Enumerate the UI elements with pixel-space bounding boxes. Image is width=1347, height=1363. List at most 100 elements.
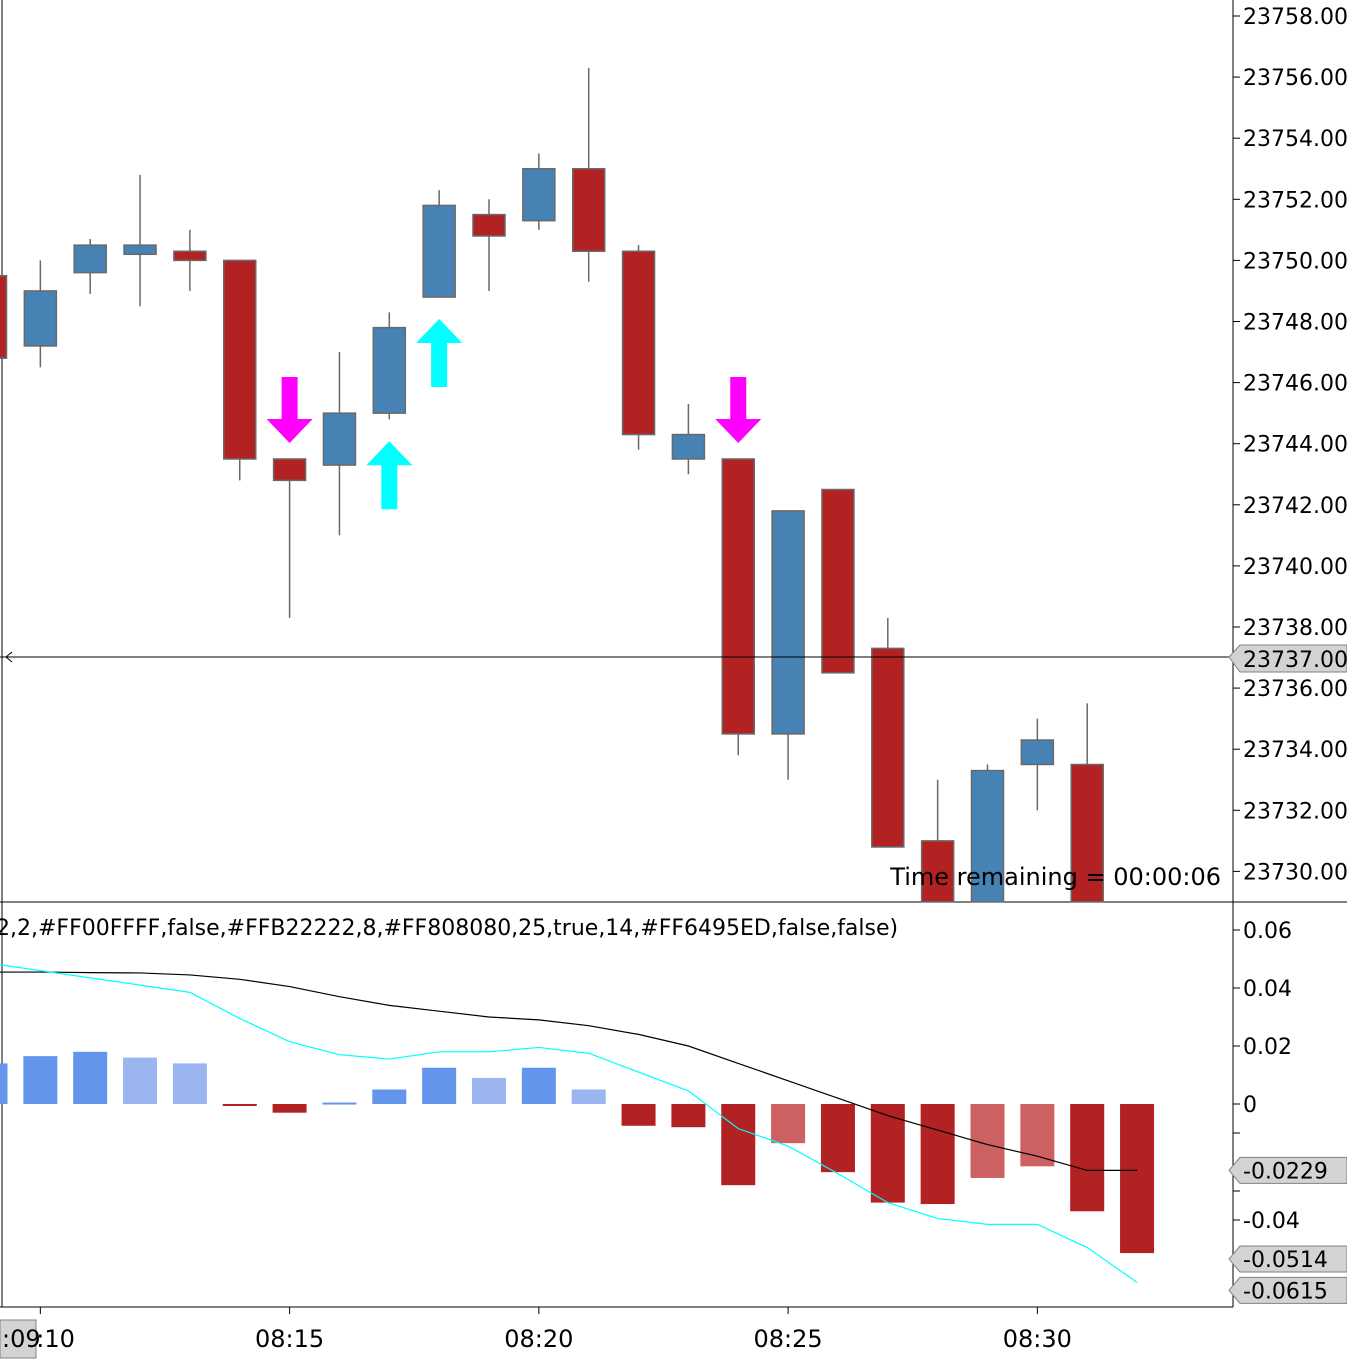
time-cursor-box [0,1319,37,1359]
price-tick-label: 23752.00 [1243,188,1347,213]
histogram-bar [322,1102,357,1105]
histogram-bar [222,1104,257,1106]
candle [372,312,407,420]
candle-body [621,250,656,436]
histogram-bar [521,1067,556,1104]
candle-body [223,259,257,460]
histogram-bar [920,1104,955,1205]
candle [721,458,755,756]
indicator-value-label: -0.0229 [1243,1159,1328,1184]
candle-body [920,840,955,903]
candle [522,153,556,230]
candle-body [771,510,805,735]
time-tick-label: 08:15 [255,1325,324,1353]
sell-arrow-icon [715,376,762,443]
histogram-bar [1020,1104,1055,1167]
candle [223,259,257,481]
candle [771,510,805,780]
price-tick-label: 23748.00 [1243,311,1347,336]
price-tick-label: 23754.00 [1243,127,1347,152]
candle-body [372,326,407,414]
histogram-bar [472,1077,506,1104]
histogram-bar [671,1104,706,1128]
indicator-tick-label: 0.06 [1243,919,1292,944]
candle [621,245,656,450]
histogram-bar [771,1104,806,1144]
price-tick-label: 23744.00 [1243,433,1347,458]
candle [571,67,606,282]
candle-body [721,458,755,735]
candle-body [73,244,107,274]
candle [1020,718,1055,811]
fast-signal-line [0,964,1138,1283]
candle-body [123,244,157,256]
price-tick-label: 23738.00 [1243,616,1347,641]
histogram-bar [1120,1104,1155,1254]
histogram-bar [272,1104,307,1113]
crosshair-price-box [1228,644,1347,673]
candle-body [23,290,58,347]
candle [970,764,1005,903]
slow-signal-line [0,971,1138,1172]
price-tick-label: 23736.00 [1243,677,1347,702]
indicator-bars [0,1051,1155,1254]
price-tick-label: 23742.00 [1243,494,1347,519]
candle-body [0,274,8,359]
sell-arrow-icon [266,376,313,443]
time-axis[interactable]: 08:10 08:15 08:20 08:25 08:30 [6,1307,1072,1353]
candle [123,174,157,307]
price-tick-label: 23740.00 [1243,555,1347,580]
candle-body [821,488,855,674]
candle [1070,703,1104,903]
indicator-tick-label: -0.04 [1243,1209,1300,1234]
candle-body [1070,763,1104,903]
indicator-value-label: -0.0615 [1243,1279,1328,1304]
candle-body [272,458,307,482]
candle [173,229,207,291]
price-tick-label: 23732.00 [1243,799,1347,824]
histogram-bar [0,1063,8,1104]
time-tick-label: 08:20 [504,1325,573,1353]
indicator-value-box [1228,1245,1347,1273]
candle-body [522,168,556,222]
candle-body [173,250,207,262]
time-remaining-label: Time remaining = 00:00:06 [889,863,1221,891]
candle-body [970,769,1005,903]
candle [23,260,58,368]
histogram-bar [1070,1104,1105,1212]
indicator-params-label: 2,2,#FF00FFFF,false,#FFB22222,8,#FF80808… [0,916,898,941]
time-tick-label: 08:25 [754,1325,823,1353]
buy-arrow-icon [416,319,463,388]
candle [472,199,506,291]
histogram-bar [422,1067,457,1104]
indicator-axis[interactable]: 0.06 0.04 0.02 0 -0.04 [1233,919,1300,1234]
indicator-value-label: -0.0514 [1243,1248,1328,1273]
histogram-bar [621,1104,656,1126]
histogram-bar [721,1104,756,1186]
candle [73,239,107,295]
candle-body [571,168,606,252]
indicator-value-labels: -0.0229 -0.0514 -0.0615 [1228,1156,1347,1304]
candle [821,488,855,674]
histogram-bar [172,1063,207,1104]
indicator-tick-label: 0.02 [1243,1035,1292,1060]
crosshair-price-label: 23737.00 [1243,648,1347,673]
histogram-bar [23,1056,58,1104]
indicator-tick-label: 0 [1243,1093,1257,1118]
histogram-bar [870,1104,905,1203]
histogram-bar [372,1089,407,1104]
price-tick-label: 23746.00 [1243,372,1347,397]
signal-arrows [266,319,762,510]
candle-body [871,647,905,848]
candle [0,274,8,359]
price-tick-label: 23730.00 [1243,860,1347,885]
candle-body [1020,739,1055,766]
candle-body [472,213,506,237]
price-tick-label: 23758.00 [1243,5,1347,30]
candle-body [422,204,456,298]
indicator-value-box [1228,1276,1347,1304]
price-tick-label: 23750.00 [1243,249,1347,274]
price-axis[interactable]: 23758.00 23756.00 23754.00 23752.00 23750.00… [1233,5,1347,885]
price-candles [0,67,1104,903]
